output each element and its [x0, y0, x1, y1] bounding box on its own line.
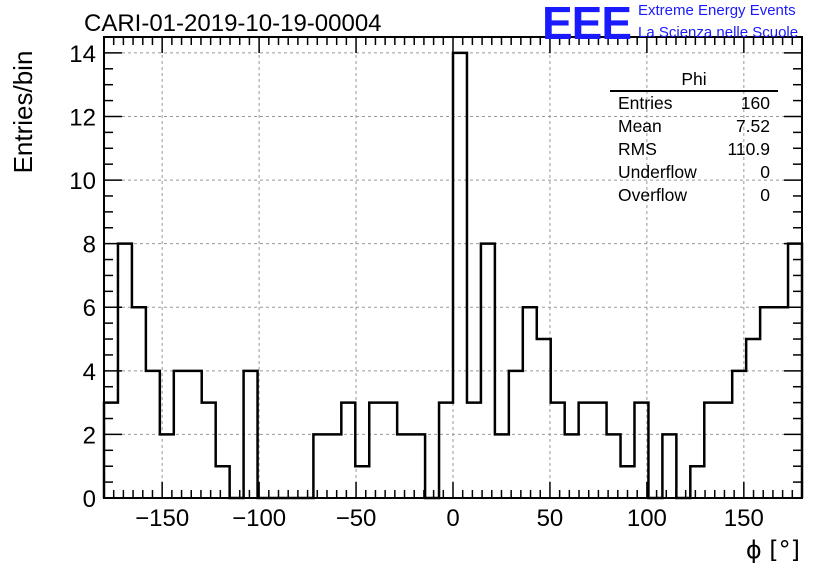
histogram-bin — [174, 371, 188, 498]
x-axis-label: ϕ [°] — [746, 536, 800, 564]
histogram-bin — [704, 403, 718, 498]
histogram-bin — [369, 403, 383, 498]
y-tick-label: 2 — [83, 422, 96, 449]
histogram-bin — [411, 434, 425, 498]
stats-row-mean: Mean 7.52 — [610, 115, 778, 138]
histogram-bin — [774, 307, 788, 498]
histogram-bin — [439, 403, 453, 498]
stats-row-overflow: Overflow 0 — [610, 184, 778, 207]
y-tick-label: 8 — [83, 232, 96, 259]
histogram-bin — [565, 434, 579, 498]
histogram-bin — [523, 307, 537, 498]
y-tick-label: 14 — [69, 41, 96, 68]
histogram-bin — [132, 307, 146, 498]
stats-label: Entries — [618, 93, 673, 113]
stats-label: Mean — [618, 116, 662, 136]
stats-row-entries: Entries 160 — [610, 92, 778, 115]
histogram-bin — [537, 339, 551, 498]
logo-line-2: La Scienza nelle Scuole — [638, 24, 799, 41]
histogram-bin — [355, 466, 369, 498]
histogram-bin — [607, 434, 621, 498]
x-tick-label: 100 — [627, 505, 667, 532]
histogram-bin — [551, 403, 565, 498]
stats-title: Phi — [610, 68, 778, 92]
stats-row-rms: RMS 110.9 — [610, 138, 778, 161]
x-tick-label: −150 — [135, 505, 189, 532]
stats-value: 0 — [760, 185, 770, 205]
histogram-bin — [327, 434, 341, 498]
stats-row-underflow: Underflow 0 — [610, 161, 778, 184]
chart-title: CARI-01-2019-10-19-00004 — [84, 10, 382, 37]
histogram-bin — [662, 434, 676, 498]
axis-ticks — [104, 36, 802, 499]
histogram-bin — [202, 403, 216, 498]
stats-label: Underflow — [618, 162, 697, 182]
y-tick-label: 12 — [69, 104, 96, 131]
stats-value: 110.9 — [727, 139, 771, 159]
x-tick-label: 50 — [537, 505, 564, 532]
histogram-bin — [495, 434, 509, 498]
y-tick-label: 6 — [83, 295, 96, 322]
eee-logo: EEE — [542, 0, 632, 49]
histogram-bin — [313, 434, 327, 498]
histogram-bin — [718, 403, 732, 498]
stats-value: 160 — [740, 93, 770, 113]
histogram-bin — [690, 466, 704, 498]
histogram-bin — [593, 403, 607, 498]
histogram-bin — [397, 434, 411, 498]
histogram-bin — [467, 403, 481, 498]
y-tick-label: 4 — [83, 359, 96, 386]
x-tick-label: 150 — [724, 505, 764, 532]
stats-value: 7.52 — [735, 116, 770, 136]
histogram-bin — [341, 403, 355, 498]
stats-value: 0 — [760, 162, 770, 182]
stats-label: Overflow — [618, 185, 688, 205]
y-tick-label: 10 — [69, 168, 96, 195]
stats-label: RMS — [618, 139, 657, 159]
histogram-bin — [746, 339, 760, 498]
stats-box: Phi Entries 160 Mean 7.52 RMS 110.9 Unde… — [610, 68, 778, 207]
histogram-bin — [216, 466, 230, 498]
y-tick-label: 0 — [83, 486, 96, 513]
histogram-bin — [453, 53, 467, 498]
y-axis-label: Entries/bin — [8, 51, 38, 174]
x-tick-label: 0 — [446, 505, 459, 532]
histogram-bin — [760, 307, 774, 498]
histogram-bin — [383, 403, 397, 498]
tick-labels: −150 −100 −50 0 50 100 150 0 2 4 6 8 10 12 14 — [69, 41, 764, 532]
logo-line-1: Extreme Energy Events — [638, 2, 796, 19]
x-tick-label: −100 — [232, 505, 286, 532]
histogram-bin — [579, 403, 593, 498]
x-tick-label: −50 — [336, 505, 377, 532]
